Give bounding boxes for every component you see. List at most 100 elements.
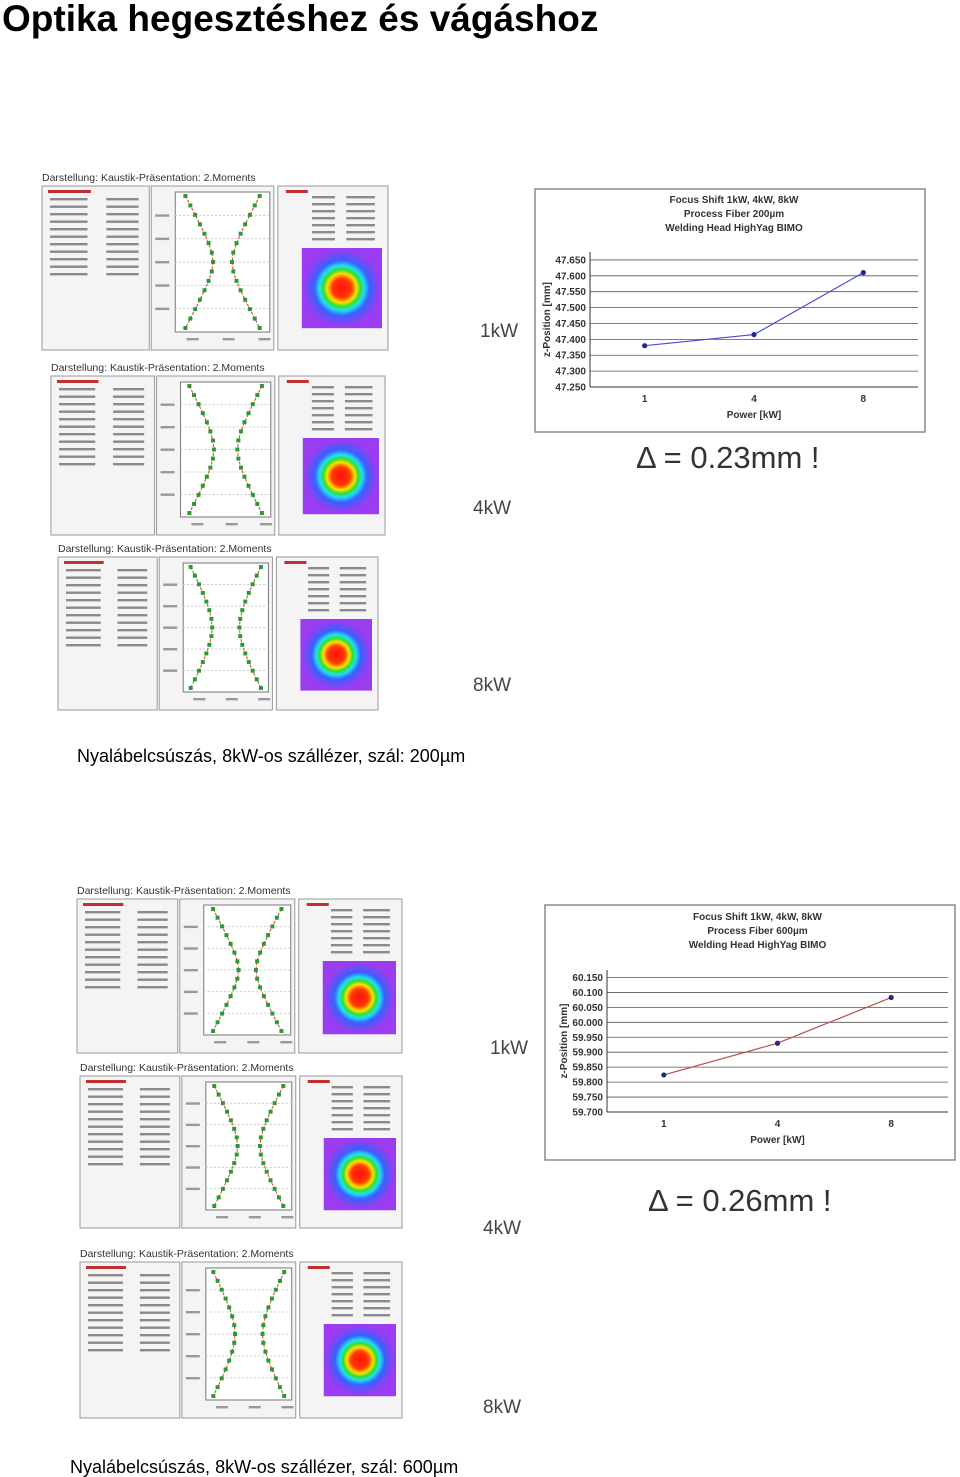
caustic-point <box>258 950 263 955</box>
heat-info-line <box>339 595 367 598</box>
heat-info-line <box>346 210 375 213</box>
caustic-tick-label <box>185 1289 200 1292</box>
caustic-tick-label <box>216 1406 229 1409</box>
caustic-point <box>243 297 248 302</box>
caustic-tick-label <box>185 1102 200 1105</box>
panel-header: Darstellung: Kaustik-Präsentation: 2.Mom… <box>58 543 272 555</box>
info-line <box>113 388 145 391</box>
caustic-point <box>260 1332 265 1336</box>
heat-info-line <box>346 238 375 241</box>
y-tick-label: 59.850 <box>572 1063 603 1074</box>
caustic-point <box>273 1287 278 1292</box>
info-line <box>88 1148 123 1151</box>
info-line <box>50 250 88 253</box>
delta-label: Δ = 0.23mm ! <box>636 440 820 475</box>
caustic-point <box>212 1084 217 1088</box>
beam-profile <box>324 962 395 1033</box>
info-line <box>139 1281 170 1284</box>
caustic-point <box>250 582 255 587</box>
caustic-point <box>225 1109 230 1114</box>
caustic-point <box>259 511 264 515</box>
caustic-point <box>261 1340 266 1345</box>
heat-info-line <box>344 407 373 410</box>
heat-info-line <box>331 1107 353 1110</box>
page-title: Optika hegesztéshez és vágáshoz <box>2 0 598 39</box>
caustic-tick-label <box>183 969 198 972</box>
caustic-point <box>246 660 251 665</box>
caustic-point <box>279 907 284 911</box>
beam-profile <box>303 249 381 327</box>
info-line <box>88 1118 123 1121</box>
info-line <box>139 1289 170 1292</box>
caustic-tick-label <box>163 669 178 672</box>
y-tick-label: 47.400 <box>555 335 586 346</box>
info-line <box>137 941 168 944</box>
heat-info-line <box>308 588 330 591</box>
caustic-point <box>235 976 240 981</box>
x-tick-label: 8 <box>861 394 867 405</box>
caustic-tick-label <box>185 1333 200 1336</box>
caustic-point <box>215 1278 220 1283</box>
caustic-curve <box>261 1271 285 1397</box>
info-line <box>85 911 121 914</box>
info-line <box>106 235 139 238</box>
info-line <box>106 265 139 268</box>
caustic-tick-label <box>160 403 175 406</box>
heat-info-line <box>363 916 390 919</box>
info-line <box>106 258 139 261</box>
info-line <box>59 448 96 451</box>
info-line <box>137 911 168 914</box>
caustic-tick-label <box>155 284 170 287</box>
caustic-point <box>192 393 197 398</box>
heat-heading <box>284 561 307 564</box>
info-line <box>139 1349 170 1352</box>
heat-info-line <box>308 574 330 577</box>
panel-header: Darstellung: Kaustik-Präsentation: 2.Mom… <box>77 885 291 897</box>
caustic-point <box>200 660 205 665</box>
heat-info-line <box>308 581 330 584</box>
caustic-point <box>257 194 262 198</box>
y-tick-label: 60.150 <box>572 973 603 984</box>
caustic-point <box>269 1296 274 1301</box>
caustic-point <box>204 599 209 604</box>
caustic-point <box>208 429 213 434</box>
info-line <box>137 918 168 921</box>
heat-info-line <box>344 400 373 403</box>
caustic-point <box>232 1340 237 1345</box>
caustic-point <box>233 1332 238 1336</box>
caustic-point <box>211 1029 216 1033</box>
caustic-point <box>196 402 201 407</box>
info-line <box>88 1095 123 1098</box>
info-line <box>85 986 121 989</box>
caustic-point <box>238 616 243 621</box>
info-line <box>88 1140 123 1143</box>
caustic-point <box>204 651 209 656</box>
caustic-point <box>258 565 263 569</box>
heat-info-line <box>363 1107 391 1110</box>
caustic-point <box>224 1002 229 1007</box>
heat-info-line <box>311 393 334 396</box>
info-heading <box>83 903 124 906</box>
caustic-point <box>243 651 248 656</box>
caustic-tick-label <box>185 1123 200 1127</box>
caustic-point <box>216 1092 221 1097</box>
data-point <box>751 331 757 338</box>
info-box <box>41 185 150 351</box>
info-line <box>88 1088 123 1091</box>
caustic-tick-label <box>185 1377 200 1380</box>
caustic-plot <box>205 1081 293 1211</box>
info-line <box>117 584 148 587</box>
info-line <box>137 971 168 974</box>
beam-profile <box>325 1325 395 1395</box>
caustic-point <box>273 1376 278 1381</box>
heat-info-line <box>331 1314 353 1317</box>
caustic-point <box>268 1178 273 1183</box>
heat-info-line <box>344 393 373 396</box>
caustic-point <box>252 203 257 208</box>
info-line <box>85 918 121 921</box>
caustic-tick-label <box>225 698 238 701</box>
chart-title: Welding Head HighYag BIMO <box>689 940 827 951</box>
info-line <box>88 1163 123 1166</box>
heat-info-line <box>330 909 353 912</box>
chart-title: Process Fiber 600µm <box>707 926 807 937</box>
